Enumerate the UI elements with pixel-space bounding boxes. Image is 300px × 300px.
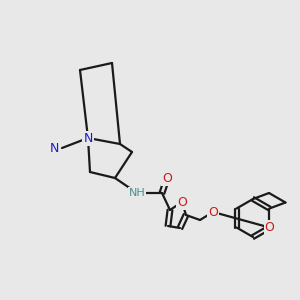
Text: O: O — [177, 196, 187, 208]
Text: O: O — [265, 221, 275, 234]
Text: O: O — [208, 206, 218, 218]
Text: NH: NH — [129, 188, 146, 198]
Text: N: N — [50, 142, 59, 154]
Text: O: O — [162, 172, 172, 184]
Text: N: N — [83, 131, 93, 145]
